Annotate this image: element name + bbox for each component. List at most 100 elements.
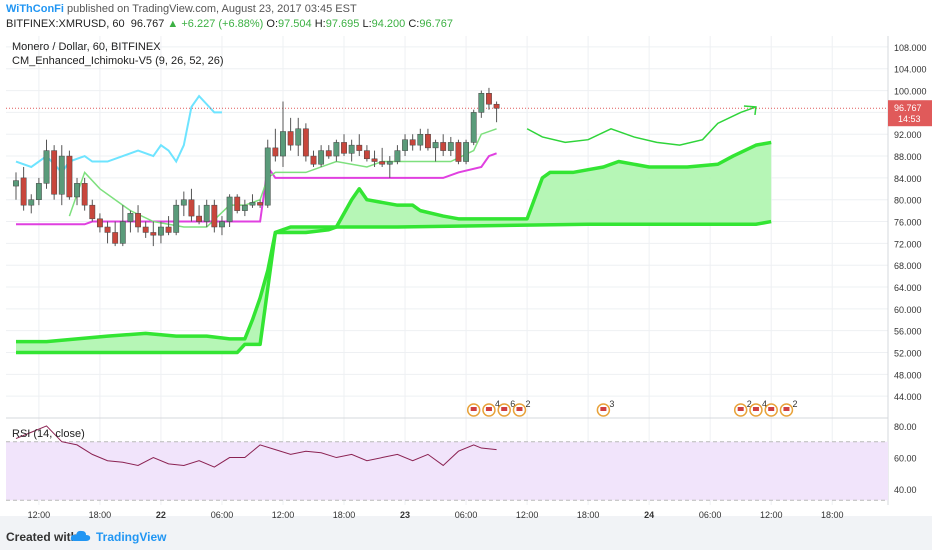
ohlc-line: BITFINEX:XMRUSD, 60 96.767 ▲ +6.227 (+6.…	[6, 18, 454, 30]
rsi-pane	[6, 425, 888, 501]
price-tick-label: 80.000	[894, 196, 922, 206]
event-marker	[764, 403, 778, 417]
last-price-tag-label: 96.767	[894, 103, 922, 113]
time-tick-label: 18:00	[89, 510, 112, 520]
event-count: 3	[609, 399, 614, 409]
time-tick-label: 18:00	[333, 510, 356, 520]
candle-body	[96, 218, 103, 228]
candle-body	[158, 226, 164, 236]
publish-line: WiThConFi published on TradingView.com, …	[6, 3, 357, 15]
price-tick-label: 60.000	[894, 305, 922, 315]
candle-body	[310, 155, 317, 165]
price-tick-label: 108.000	[894, 43, 927, 53]
price-tick-label: 52.000	[894, 349, 922, 359]
author-link[interactable]: WiThConFi	[6, 3, 64, 15]
chikou-line	[68, 128, 497, 228]
price-tick-label: 88.000	[894, 152, 922, 162]
candle-body	[58, 155, 65, 195]
price-tick-label: 104.000	[894, 65, 927, 75]
senkou-span-a-line	[16, 140, 772, 344]
rsi-tick-label: 60.00	[894, 454, 917, 464]
candle-body	[66, 155, 73, 198]
candle-body	[470, 112, 477, 143]
candle-body	[325, 150, 332, 157]
price-tick-label: 76.000	[894, 218, 922, 228]
open-value: 97.504	[278, 18, 312, 30]
price-tick-label: 64.000	[894, 283, 922, 293]
rsi-line	[15, 425, 497, 468]
event-marker: 2	[779, 399, 797, 417]
indicator-lines	[6, 94, 888, 228]
flag-icon-stripe	[783, 407, 790, 411]
event-marker	[466, 403, 481, 417]
candle-body	[402, 139, 408, 151]
candle-body	[478, 93, 485, 113]
event-marker: 2	[512, 399, 530, 417]
price-tick-label: 48.000	[894, 370, 922, 380]
time-tick-label: 18:00	[577, 510, 600, 520]
flag-icon-stripe	[501, 407, 508, 411]
candle-body	[455, 142, 462, 162]
candle-body	[20, 177, 27, 206]
candle-body	[379, 161, 386, 165]
candle-body	[226, 196, 233, 222]
candle-body	[432, 142, 439, 149]
candle-body	[165, 226, 172, 233]
rsi-tick-label: 40.00	[894, 485, 917, 495]
time-tick-label: 12:00	[516, 510, 539, 520]
created-with-label: Created with	[6, 530, 79, 544]
candle-body	[486, 93, 492, 105]
candle-body	[135, 213, 141, 228]
flag-icon-stripe	[470, 407, 477, 411]
price-tick-label: 44.000	[894, 392, 922, 402]
rsi-tick-label: 80.00	[894, 422, 917, 432]
candle-body	[417, 133, 424, 146]
event-marker: 4	[749, 399, 767, 417]
price-tick-label: 56.000	[894, 327, 922, 337]
event-count: 4	[495, 399, 500, 409]
time-tick-label: 18:00	[821, 510, 844, 520]
candle-body	[234, 196, 241, 211]
time-tick-label: 12:00	[760, 510, 783, 520]
candle-body	[28, 199, 35, 206]
event-count: 4	[762, 399, 767, 409]
candle-body	[333, 142, 340, 157]
flag-icon-stripe	[752, 407, 759, 411]
candle-body	[371, 158, 378, 162]
ichimoku-cloud	[16, 140, 772, 355]
tradingview-brand[interactable]: TradingView	[96, 530, 167, 544]
candle-body	[287, 131, 294, 146]
candle-body	[81, 183, 88, 206]
candle-body	[318, 150, 325, 165]
time-tick-label: 06:00	[211, 510, 234, 520]
candle-body	[356, 144, 363, 151]
event-marker: 6	[497, 399, 515, 417]
indicator-legend: CM_Enhanced_Ichimoku-V5 (9, 26, 52, 26)	[12, 55, 224, 67]
grid	[6, 36, 889, 505]
time-tick-label: 06:00	[455, 510, 478, 520]
event-count: 2	[525, 399, 530, 409]
flag-icon-stripe	[516, 407, 523, 411]
candle-body	[386, 161, 393, 165]
chart-header: WiThConFi published on TradingView.com, …	[0, 0, 932, 36]
main-legend: Monero / Dollar, 60, BITFINEX	[12, 41, 161, 53]
high-value: 97.695	[325, 18, 360, 30]
flag-icon-stripe	[485, 407, 492, 411]
last-price: 96.767	[130, 18, 165, 30]
candle-body	[348, 144, 355, 154]
time-tick-label: 12:00	[272, 510, 295, 520]
flag-icon-stripe	[600, 407, 607, 411]
low-value: 94.200	[371, 18, 406, 30]
price-axis: 40.00 60.00 80.00 44.000 48.000 52.000 56.000 6…	[888, 43, 932, 495]
candle-body	[272, 147, 279, 157]
candle-body	[363, 150, 370, 160]
price-tick-label: 92.000	[894, 130, 922, 140]
candle-body	[150, 232, 157, 236]
rsi-band	[6, 441, 888, 501]
candles	[13, 87, 500, 247]
candle-body	[249, 202, 256, 206]
candle-body	[440, 142, 447, 151]
candle-body	[112, 232, 119, 244]
candle-body	[447, 142, 454, 151]
